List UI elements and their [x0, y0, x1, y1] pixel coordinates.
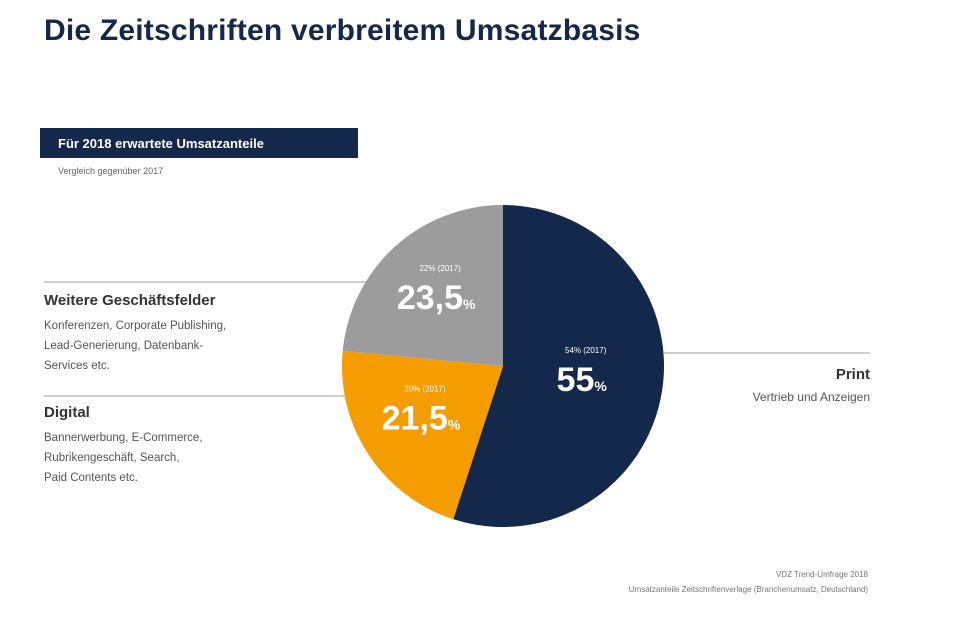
category-title-print: Print [835, 366, 870, 383]
category-desc-weitere: Konferenzen, Corporate Publishing, Lead-… [44, 316, 226, 376]
slice-unit: % [448, 416, 461, 432]
pie-slice-print [453, 205, 664, 527]
leader-line-print [664, 352, 870, 354]
slice-value-label: 21,5% [382, 399, 461, 437]
section-tag: Für 2018 erwartete Umsatzanteile [40, 128, 358, 158]
slice-unit: % [594, 378, 607, 394]
category-desc-line: Konferenzen, Corporate Publishing, [44, 320, 227, 332]
category-title-weitere: Weitere Geschäftsfelder [44, 292, 216, 309]
leader-line-digital [44, 395, 474, 397]
slice-value-label: 23,5% [397, 279, 476, 317]
category-desc-digital: Bannerwerbung, E-Commerce, Rubrikengesch… [44, 428, 203, 488]
category-desc-line: Lead-Generierung, Datenbank- [44, 340, 204, 352]
slice-prior-label: 54% (2017) [565, 346, 607, 355]
slice-prior-label: 22% (2017) [419, 264, 461, 273]
category-desc-line: Paid Contents etc. [44, 472, 138, 484]
category-desc-line: Rubrikengeschäft, Search, [44, 452, 180, 464]
pie-slice-weitere [342, 205, 503, 366]
slice-label-group: 20% (2017) 21,5% [382, 384, 461, 437]
footer-note: Umsatzanteile Zeitschriftenverlage (Bran… [628, 585, 868, 594]
slice-unit: % [463, 296, 476, 312]
page-title: Die Zeitschriften verbreitem Umsatzbasis [44, 14, 641, 47]
category-title-digital: Digital [44, 404, 90, 421]
leader-line-weitere [44, 281, 496, 283]
category-desc-line: Services etc. [44, 360, 110, 372]
footer-source: VDZ Trend-Umfrage 2018 [775, 570, 868, 579]
subtitle-note: Vergleich gegenüber 2017 [58, 166, 164, 176]
category-desc-line: Bannerwerbung, E-Commerce, [44, 432, 203, 444]
pie-slice-digital [342, 350, 503, 520]
category-desc-print: Vertrieb und Anzeigen [752, 390, 870, 404]
slice-prior-label: 20% (2017) [404, 384, 446, 393]
slice-label-group: 22% (2017) 23,5% [397, 264, 476, 317]
